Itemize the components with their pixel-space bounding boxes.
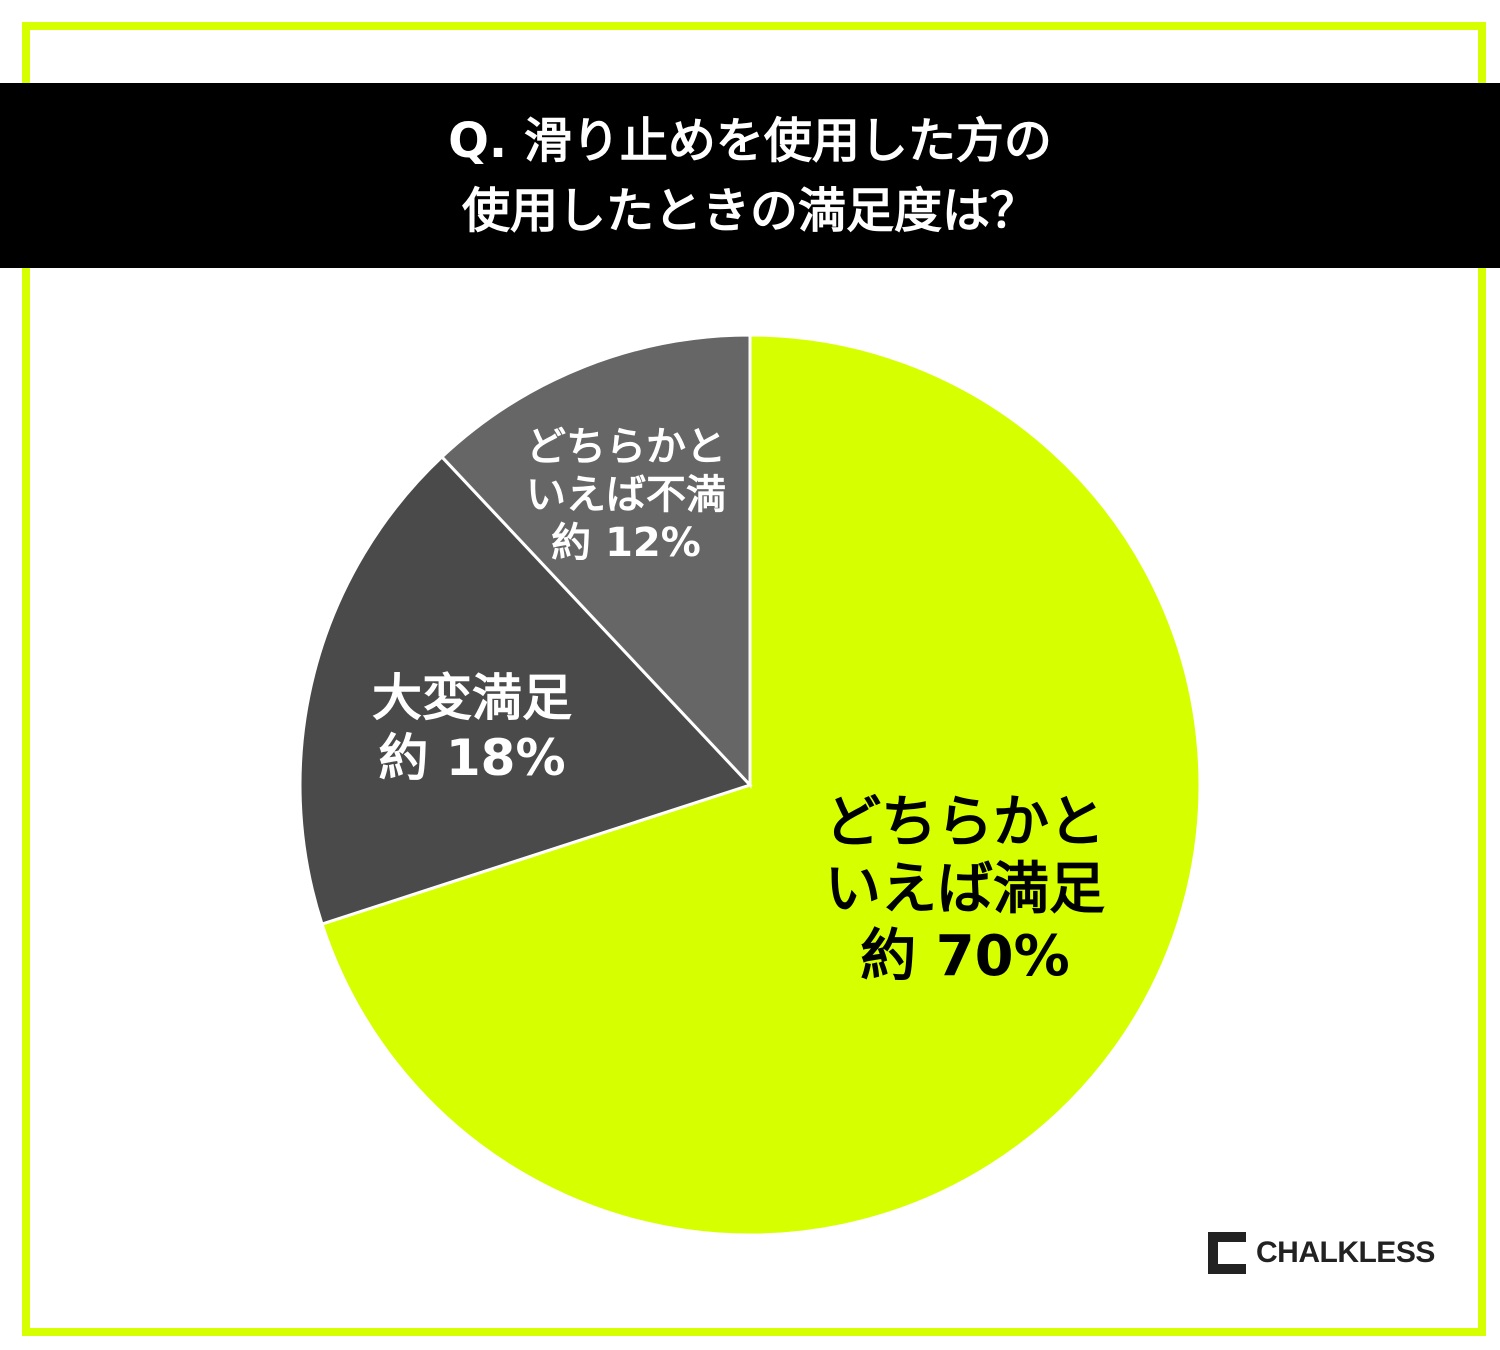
category-label: どちらかと いえば満足 xyxy=(825,790,1105,923)
pie-slice xyxy=(298,454,753,926)
logo-text: CHALKLESS xyxy=(1256,1236,1435,1269)
title-bar: Q. 滑り止めを使用した方の 使用したときの満足度は？ xyxy=(0,83,1500,268)
slice-label: どちらかと いえば満足約 70% xyxy=(825,789,1105,991)
slice-label: 大変満足約 18% xyxy=(372,668,572,788)
value-label: 約 18% xyxy=(378,729,566,787)
pie-slice xyxy=(439,333,752,789)
category-label: 大変満足 xyxy=(372,669,572,727)
category-label: どちらかと いえば不満 xyxy=(526,424,726,518)
chart-title: Q. 滑り止めを使用した方の 使用したときの満足度は？ xyxy=(448,112,1052,239)
value-label: 約 12% xyxy=(551,520,701,566)
frame xyxy=(22,22,1486,1336)
logo: CHALKLESS xyxy=(1200,1228,1435,1278)
logo-icon xyxy=(1208,1232,1246,1274)
pie-slice xyxy=(320,333,1202,1237)
slice-label: どちらかと いえば不満約 12% xyxy=(526,423,726,567)
value-label: 約 70% xyxy=(860,924,1070,990)
